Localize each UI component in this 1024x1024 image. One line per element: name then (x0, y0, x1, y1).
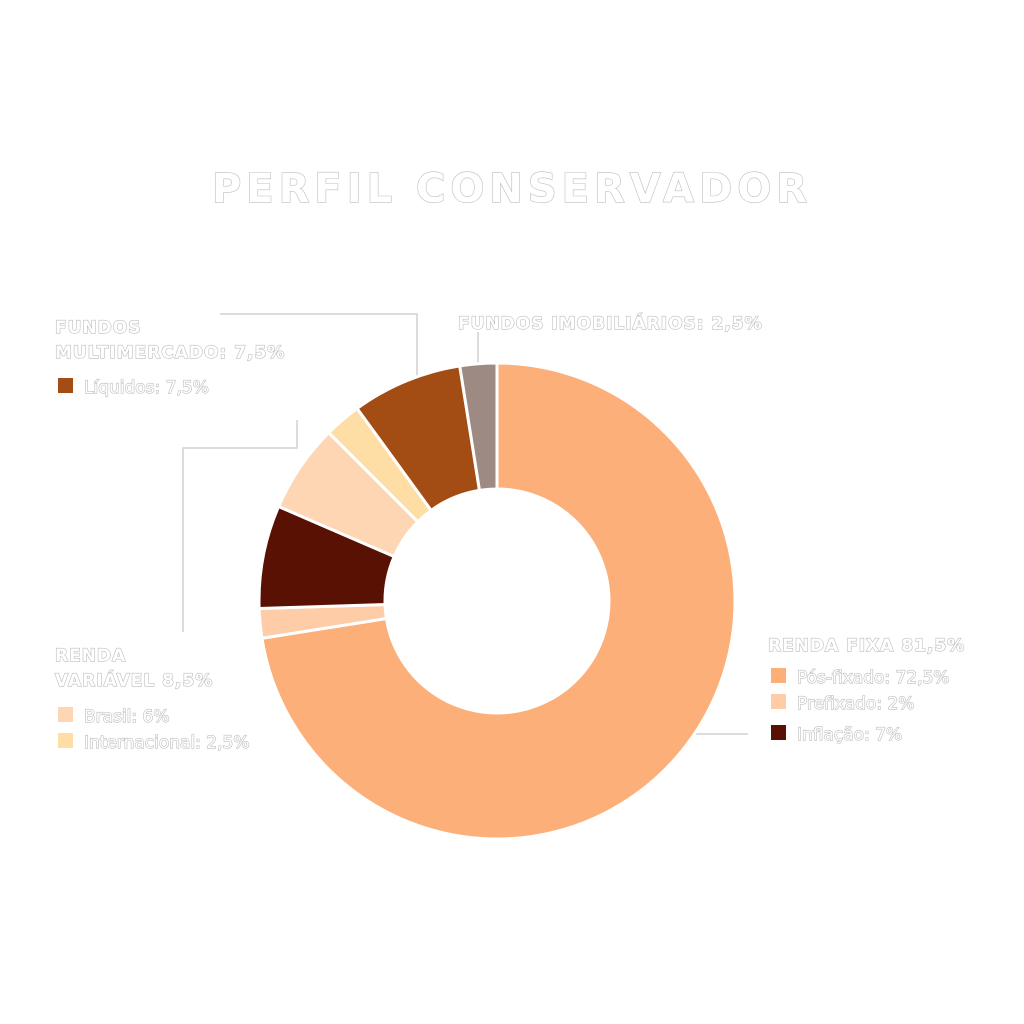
legend-item-liquidos: Líquidos: 7,5% (84, 378, 209, 398)
group-label-renda-variavel: RENDA VARIÁVEL 8,5% (55, 646, 213, 691)
leader-renda-variavel (182, 420, 298, 632)
group-label-renda-fixa: RENDA FIXA 81,5% (768, 636, 965, 656)
legend-swatch-liquidos (58, 378, 73, 393)
group-label-fundos-multimercado: FUNDOS MULTIMERCADO: 7,5% (55, 318, 285, 363)
legend-item-brasil: Brasil: 6% (84, 707, 169, 727)
legend-swatch-inflacao (771, 725, 786, 740)
legend-swatch-pos-fixado (771, 668, 786, 683)
leader-fundos-multimercado (220, 313, 418, 400)
legend-swatch-prefixado (771, 694, 786, 709)
chart-title: PERFIL CONSERVADOR (212, 166, 812, 212)
legend-item-pos-fixado: Pós-fixado: 72,5% (797, 668, 950, 688)
group-label-fundos-imobiliarios: FUNDOS IMOBILIÁRIOS: 2,5% (458, 312, 763, 334)
legend-swatch-internacional (58, 733, 73, 748)
legend-item-prefixado: Prefixado: 2% (797, 694, 915, 714)
legend-item-internacional: Internacional: 2,5% (84, 733, 250, 753)
donut-slice-6 (458, 361, 499, 493)
legend-swatch-brasil (58, 707, 73, 722)
donut-slices (257, 361, 737, 841)
donut-slice-0 (260, 361, 737, 841)
legend-item-inflacao: Inflação: 7% (797, 725, 902, 745)
